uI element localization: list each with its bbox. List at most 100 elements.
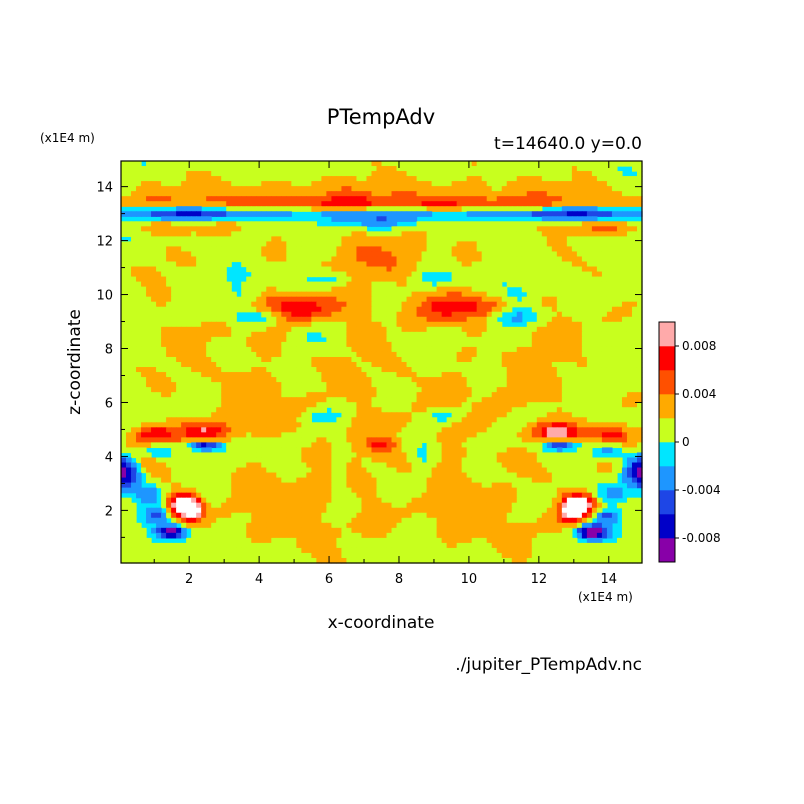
contour-cell: [511, 346, 518, 353]
contour-cell: [426, 372, 433, 378]
contour-cell: [381, 392, 388, 398]
contour-cell: [331, 326, 338, 333]
contour-cell: [301, 161, 307, 167]
contour-cell: [336, 246, 343, 253]
contour-cell: [536, 346, 543, 353]
contour-cell: [251, 397, 257, 403]
contour-cell: [596, 221, 603, 227]
contour-cell: [571, 261, 578, 268]
contour-cell: [636, 387, 643, 393]
contour-cell: [466, 397, 473, 403]
contour-cell: [481, 271, 488, 278]
contour-cell: [521, 191, 528, 197]
contour-cell: [401, 387, 408, 393]
contour-cell: [246, 186, 252, 192]
contour-cell: [611, 271, 618, 278]
contour-cell: [181, 311, 187, 318]
contour-cell: [191, 221, 197, 227]
contour-cell: [256, 201, 262, 207]
contour-cell: [631, 407, 638, 413]
contour-cell: [616, 301, 623, 308]
contour-cell: [456, 356, 463, 363]
contour-cell: [351, 196, 358, 202]
contour-cell: [631, 166, 638, 172]
contour-cell: [591, 311, 598, 318]
contour-cell: [301, 256, 307, 263]
contour-cell: [466, 281, 473, 288]
contour-cell: [316, 346, 322, 353]
contour-cell: [211, 226, 217, 232]
contour-cell: [551, 301, 558, 308]
contour-cell: [486, 181, 493, 187]
contour-cell: [411, 306, 418, 313]
contour-cell: [366, 221, 373, 227]
contour-cell: [221, 166, 227, 172]
contour-cell: [501, 211, 508, 217]
contour-cell: [431, 176, 438, 182]
contour-cell: [536, 316, 543, 323]
contour-cell: [311, 171, 317, 177]
contour-cell: [616, 236, 623, 243]
contour-cell: [271, 251, 277, 258]
contour-cell: [571, 241, 578, 248]
contour-cell: [511, 367, 518, 373]
contour-cell: [431, 246, 438, 253]
contour-cell: [151, 241, 157, 248]
contour-cell: [361, 246, 368, 253]
contour-cell: [256, 231, 262, 237]
contour-cell: [286, 326, 292, 333]
contour-cell: [491, 397, 498, 403]
contour-cell: [391, 261, 398, 268]
contour-cell: [331, 191, 338, 197]
contour-cell: [621, 226, 628, 232]
contour-cell: [181, 186, 187, 192]
contour-cell: [391, 367, 398, 373]
contour-cell: [216, 351, 222, 358]
contour-cell: [576, 341, 583, 348]
contour-cell: [126, 362, 132, 368]
contour-cell: [476, 382, 483, 388]
contour-cell: [406, 402, 413, 408]
contour-cell: [596, 326, 603, 333]
contour-cell: [346, 372, 353, 378]
contour-cell: [321, 171, 327, 177]
contour-cell: [191, 196, 197, 202]
contour-cell: [536, 181, 543, 187]
contour-cell: [161, 387, 167, 393]
contour-cell: [296, 341, 302, 348]
contour-cell: [416, 301, 423, 308]
contour-cell: [201, 216, 207, 222]
contour-cell: [306, 392, 312, 398]
contour-cell: [431, 351, 438, 358]
contour-cell: [531, 201, 538, 207]
contour-cell: [261, 251, 267, 258]
contour-cell: [191, 171, 197, 177]
contour-cell: [471, 261, 478, 268]
contour-cell: [576, 271, 583, 278]
contour-cell: [231, 321, 237, 328]
contour-cell: [181, 372, 187, 378]
contour-cell: [176, 362, 182, 368]
contour-cell: [186, 221, 192, 227]
contour-cell: [131, 251, 137, 258]
contour-cell: [386, 331, 393, 338]
contour-cell: [636, 276, 643, 283]
contour-cell: [416, 206, 423, 212]
contour-cell: [601, 226, 608, 232]
contour-cell: [531, 281, 538, 288]
contour-cell: [286, 176, 292, 182]
contour-cell: [571, 397, 578, 403]
contour-cell: [281, 356, 287, 363]
contour-cell: [456, 291, 463, 298]
contour-cell: [511, 226, 518, 232]
contour-cell: [301, 392, 307, 398]
contour-cell: [186, 382, 192, 388]
contour-cell: [206, 362, 212, 368]
contour-cell: [581, 362, 588, 368]
contour-cell: [631, 271, 638, 278]
contour-cell: [131, 377, 137, 383]
contour-cell: [626, 356, 633, 363]
contour-cell: [636, 392, 643, 398]
contour-cell: [336, 226, 343, 232]
contour-cell: [221, 356, 227, 363]
